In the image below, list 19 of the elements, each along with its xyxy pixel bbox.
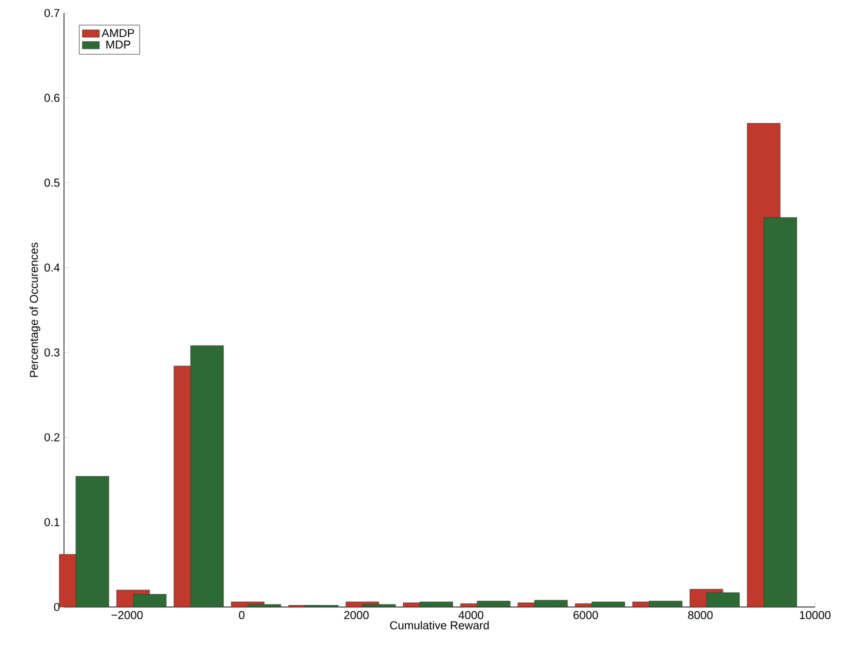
- x-tick-label: 2000: [344, 611, 369, 620]
- x-tick-label: 10000: [800, 611, 830, 620]
- x-axis-title: Cumulative Reward: [390, 620, 489, 630]
- x-tick-label: 4000: [458, 611, 484, 620]
- y-axis-title: Percentage of Occurences: [30, 242, 40, 377]
- x-tick-label: 6000: [574, 611, 598, 620]
- y-tick-label: 0.3: [44, 348, 60, 356]
- legend-label: MDP: [106, 40, 130, 49]
- x-tick-label: −2000: [112, 611, 143, 620]
- y-tick-label: 0.1: [44, 518, 60, 526]
- legend-label: AMDP: [102, 29, 134, 37]
- y-tick-label: 0.6: [44, 94, 60, 102]
- x-tick-label: 8000: [688, 611, 713, 620]
- y-tick-label: 0.2: [44, 433, 60, 442]
- y-tick-label: 0.4: [44, 264, 60, 272]
- y-tick-label: 0: [54, 602, 60, 612]
- y-tick-label: 0.5: [44, 178, 60, 187]
- x-tick-label: 0: [238, 611, 244, 620]
- y-tick-label: 0.7: [44, 8, 60, 18]
